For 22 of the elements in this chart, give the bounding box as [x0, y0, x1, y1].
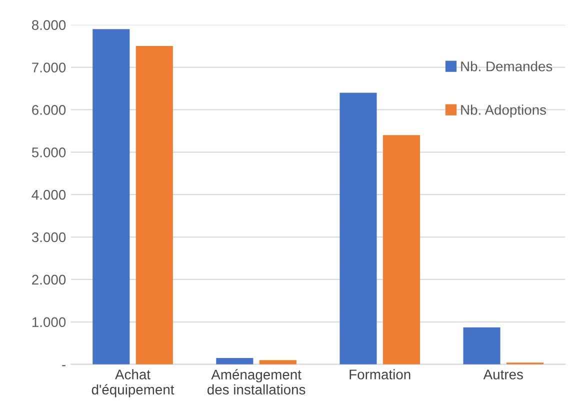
bar	[340, 92, 377, 364]
y-tick-label: 8.000	[32, 20, 66, 30]
x-tick-label: Autres	[483, 370, 523, 380]
bar	[136, 46, 173, 364]
x-tick-label: Aménagement des installations	[207, 369, 306, 395]
y-tick-label: 4.000	[32, 190, 66, 200]
legend-label: Nb. Adoptions	[461, 104, 546, 118]
y-tick-label: 1.000	[32, 317, 66, 328]
y-tick-label: 7.000	[32, 62, 66, 72]
y-tick-label: 3.000	[32, 232, 66, 242]
bar	[382, 135, 420, 364]
y-tick-label: 2.000	[32, 274, 66, 285]
bar	[259, 360, 296, 364]
legend-label: Nb. Demandes	[461, 61, 552, 72]
bar	[463, 327, 500, 364]
x-tick-label: Achat d'équipement	[92, 369, 174, 398]
y-tick-label: 5.000	[32, 147, 66, 158]
y-tick-label: -	[62, 365, 66, 366]
bar	[92, 29, 130, 364]
bar	[216, 358, 254, 364]
y-tick-label: 6.000	[32, 105, 66, 115]
x-tick-label: Formation	[350, 369, 410, 380]
